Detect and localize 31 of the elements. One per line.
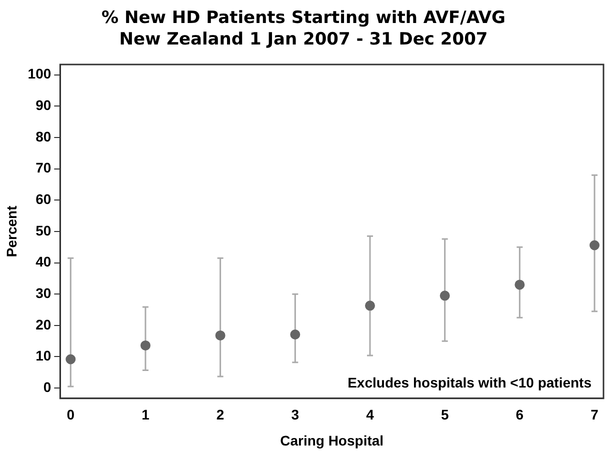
point bbox=[514, 280, 525, 290]
y-tick-label: 90 bbox=[36, 97, 52, 114]
y-tick-label: 50 bbox=[36, 222, 52, 238]
point bbox=[440, 290, 450, 301]
chart-title: % New HD Patients Starting with AVF/AVG New Zealand 1 Jan 2007 - 31 Dec 2007 bbox=[102, 8, 506, 50]
x-tick-label: 0 bbox=[66, 406, 75, 423]
y-tick-label: 30 bbox=[36, 284, 52, 301]
point bbox=[290, 330, 300, 340]
y-tick-label: 100 bbox=[28, 66, 52, 82]
point bbox=[590, 240, 600, 250]
point bbox=[140, 340, 150, 350]
x-tick-label: 2 bbox=[216, 406, 224, 423]
y-axis-title: Percent bbox=[3, 205, 20, 258]
point bbox=[215, 330, 226, 340]
x-tick-label: 5 bbox=[440, 406, 449, 423]
y-tick-label: 20 bbox=[36, 316, 52, 332]
y-tick-label: 80 bbox=[36, 128, 52, 144]
x-tick-label: 1 bbox=[142, 406, 150, 423]
x-tick-label: 4 bbox=[366, 406, 374, 423]
y-tick-label: 40 bbox=[36, 254, 52, 270]
x-tick-label: 7 bbox=[590, 406, 599, 423]
annotation: Excludes hospitals with <10 patients bbox=[348, 374, 592, 390]
point bbox=[365, 300, 375, 311]
y-tick-label: 0 bbox=[43, 378, 52, 395]
x-tick-label: 6 bbox=[516, 406, 524, 423]
y-tick-label: 60 bbox=[36, 190, 52, 207]
y-tick-label: 10 bbox=[36, 348, 52, 364]
x-axis-title: Caring Hospital bbox=[280, 432, 384, 448]
x-tick-label: 3 bbox=[291, 406, 300, 423]
point bbox=[66, 354, 76, 364]
y-tick-label: 70 bbox=[36, 160, 52, 176]
